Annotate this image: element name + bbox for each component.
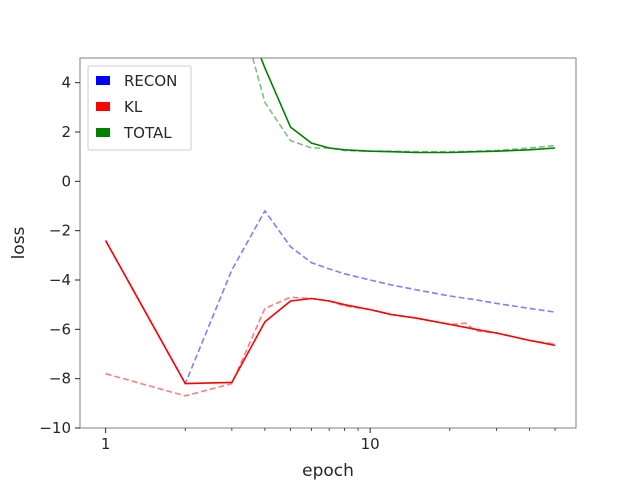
y-tick-label: 0 xyxy=(61,172,71,190)
series-line-total-solid xyxy=(260,58,556,154)
legend-swatch-total xyxy=(96,128,110,137)
x-tick-label: 1 xyxy=(101,435,111,453)
legend-box xyxy=(87,65,192,151)
series-line-total-dashed xyxy=(252,58,556,153)
y-tick-label: −4 xyxy=(49,271,71,289)
series-lines xyxy=(104,58,556,397)
y-tick-label: −2 xyxy=(49,222,71,240)
x-tick-label: 10 xyxy=(361,435,380,453)
y-tick-label: −6 xyxy=(49,320,71,338)
y-tick-label: −10 xyxy=(39,419,71,437)
y-tick-label: 4 xyxy=(61,74,71,92)
x-axis-label: epoch xyxy=(302,461,354,480)
series-line-kl-dashed xyxy=(105,296,556,397)
y-tick-label: −8 xyxy=(49,370,71,388)
y-axis-label: loss xyxy=(9,226,29,259)
y-tick-label: 2 xyxy=(61,123,71,141)
x-axis-ticks: 1 10 xyxy=(101,428,556,453)
plot-frame xyxy=(79,57,577,429)
y-axis-ticks: −10 −8 −6 −4 −2 0 2 4 xyxy=(39,74,80,437)
series-line-kl-solid xyxy=(104,240,556,385)
series-line-recon-dashed xyxy=(104,210,556,385)
legend-label-recon: RECON xyxy=(124,72,177,90)
legend-label-total: TOTAL xyxy=(123,124,172,142)
legend: RECON KL TOTAL xyxy=(87,65,192,151)
legend-label-kl: KL xyxy=(124,98,143,116)
legend-swatch-recon xyxy=(96,76,110,85)
legend-swatch-kl xyxy=(96,102,110,111)
